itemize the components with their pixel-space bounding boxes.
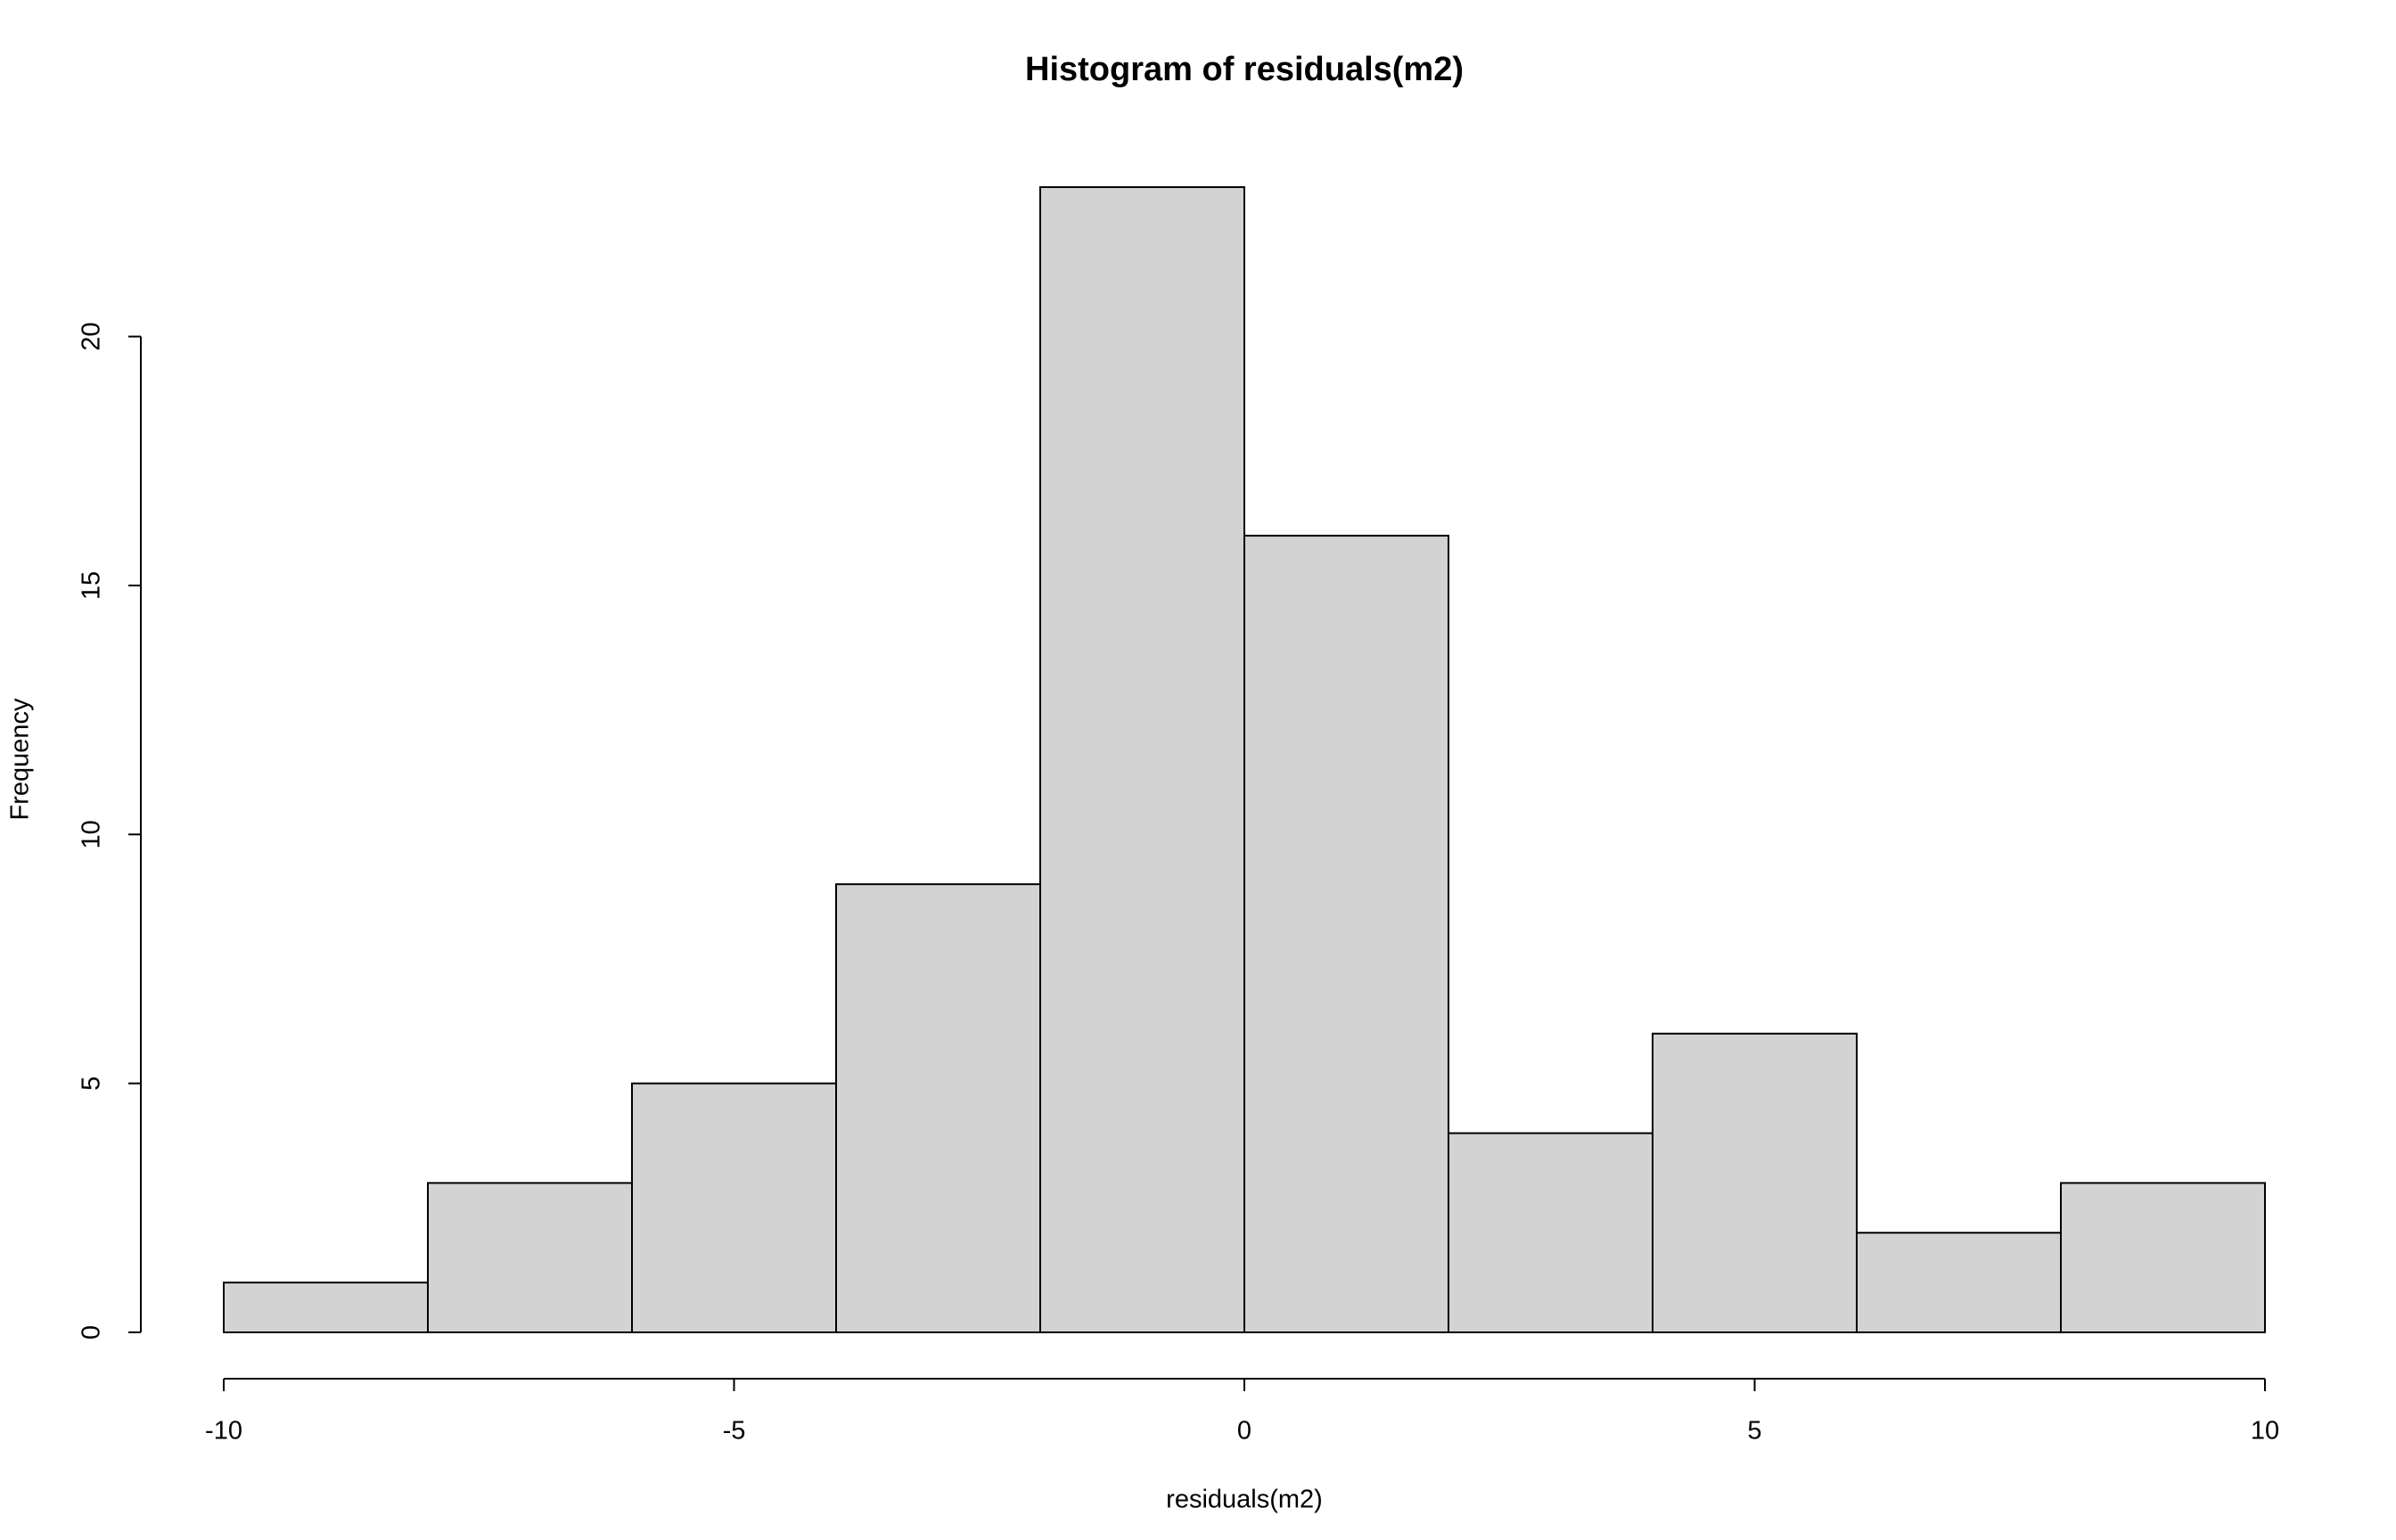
- bar: [835, 883, 1041, 1333]
- y-tick-label: 15: [78, 571, 106, 600]
- bar: [427, 1182, 633, 1334]
- y-tick-label: 10: [78, 820, 106, 848]
- x-tick-label: -5: [723, 1417, 746, 1446]
- x-tick-label: 5: [1747, 1417, 1761, 1446]
- bar: [1856, 1232, 2062, 1333]
- y-tick-label: 5: [78, 1077, 106, 1091]
- y-axis-label: Frequency: [6, 698, 35, 821]
- bar: [2060, 1182, 2266, 1334]
- y-tick-label: 0: [78, 1325, 106, 1339]
- bar: [1448, 1132, 1653, 1333]
- x-axis-label: residuals(m2): [1166, 1486, 1323, 1514]
- x-tick-label: 10: [2251, 1417, 2279, 1446]
- bar: [1652, 1032, 1858, 1333]
- bar: [631, 1082, 837, 1334]
- bar: [223, 1282, 429, 1334]
- y-tick-label: 20: [78, 322, 106, 350]
- bar: [1243, 535, 1449, 1333]
- x-tick-label: 0: [1237, 1417, 1251, 1446]
- bar: [1039, 186, 1245, 1333]
- x-tick-label: -10: [205, 1417, 242, 1446]
- chart-title: Histogram of residuals(m2): [1025, 51, 1464, 88]
